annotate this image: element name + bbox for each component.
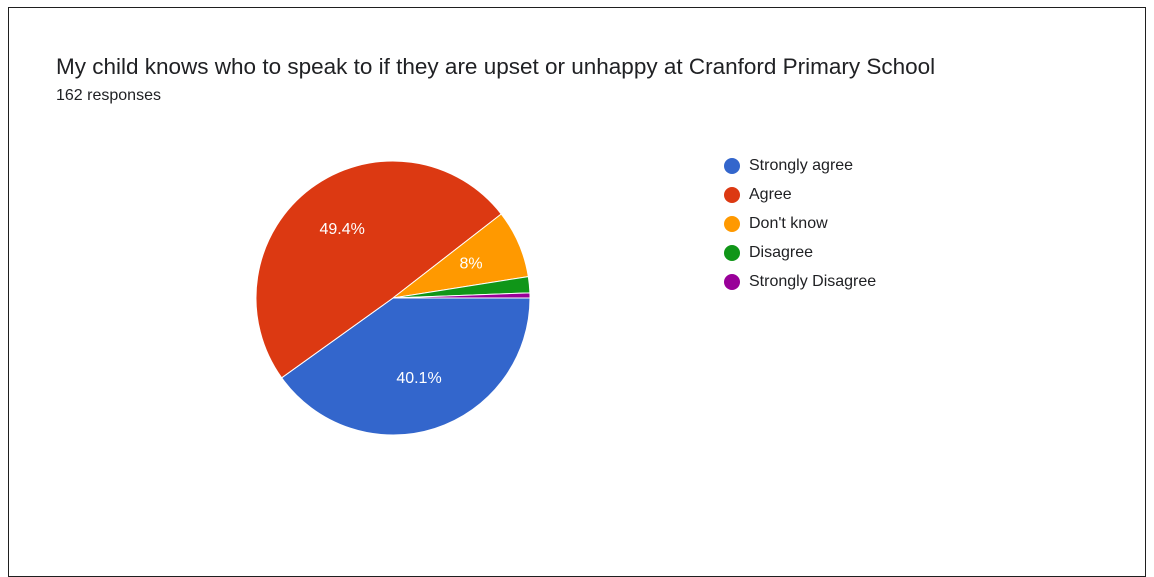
slice-label-don-t-know: 8% bbox=[459, 256, 482, 273]
slice-label-agree: 49.4% bbox=[320, 221, 365, 238]
pie-slice-agree[interactable] bbox=[255, 160, 502, 379]
chart-card bbox=[8, 7, 1146, 577]
response-count: 162 responses bbox=[56, 87, 161, 104]
legend-label: Don't know bbox=[749, 214, 828, 232]
slice-label-strongly-agree: 40.1% bbox=[396, 370, 441, 387]
pie-chart: 40.1% 49.4% 8% bbox=[255, 160, 531, 436]
legend-item[interactable]: Disagree bbox=[724, 238, 876, 267]
legend-label: Agree bbox=[749, 185, 792, 203]
legend-color-dot bbox=[724, 273, 740, 290]
pie-slice-strongly-disagree[interactable] bbox=[392, 292, 531, 299]
legend-label: Strongly agree bbox=[749, 156, 854, 174]
legend-label: Strongly Disagree bbox=[749, 272, 877, 290]
legend-color-dot bbox=[724, 215, 740, 232]
legend-item[interactable]: Strongly agree bbox=[724, 151, 876, 180]
legend-label: Disagree bbox=[749, 243, 814, 261]
legend-color-dot bbox=[724, 157, 740, 174]
legend-color-dot bbox=[724, 244, 740, 261]
legend-color-dot bbox=[724, 186, 740, 203]
pie-slice-strongly-agree[interactable] bbox=[280, 297, 531, 436]
legend-item[interactable]: Agree bbox=[724, 180, 876, 209]
legend-item[interactable]: Don't know bbox=[724, 209, 876, 238]
chart-title: My child knows who to speak to if they a… bbox=[56, 54, 936, 79]
chart-legend: Strongly agree Agree Don't know Disagree Str… bbox=[724, 151, 876, 296]
legend-item[interactable]: Strongly Disagree bbox=[724, 267, 876, 296]
